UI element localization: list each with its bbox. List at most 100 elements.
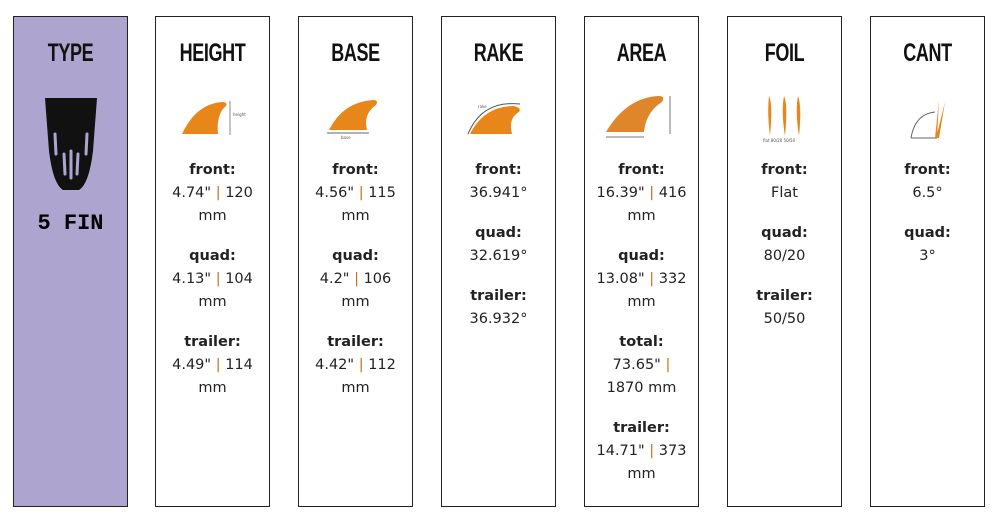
- foil-title: FOIL: [764, 39, 805, 67]
- entry-label: front:: [618, 162, 665, 178]
- svg-text:rake: rake: [478, 104, 487, 109]
- entry-imperial: 73.65": [612, 357, 661, 373]
- fin-height-diagram-icon: height: [156, 87, 269, 149]
- entry-imperial: 14.71": [596, 443, 645, 459]
- svg-text:base: base: [341, 135, 351, 140]
- separator: |: [649, 443, 655, 459]
- separator: |: [649, 271, 655, 287]
- separator: |: [358, 185, 364, 201]
- svg-text:flat 80/20 50/50: flat 80/20 50/50: [763, 138, 796, 143]
- type-title: TYPE: [47, 39, 94, 67]
- area-title: AREA: [616, 39, 667, 67]
- separator: |: [354, 271, 359, 287]
- foil-entry: trailer: 50/50: [737, 285, 832, 331]
- entry-label: quad:: [618, 248, 665, 264]
- separator: |: [215, 357, 221, 373]
- entry-value: 6.5°: [912, 185, 943, 201]
- entry-imperial: 4.74": [172, 185, 212, 201]
- entry-metric: 115 mm: [341, 185, 396, 224]
- area-entry: quad: 13.08" | 332 mm: [594, 245, 689, 314]
- entry-imperial: 4.56": [315, 185, 355, 201]
- entry-label: front:: [761, 162, 808, 178]
- entry-label: quad:: [332, 248, 379, 264]
- separator: |: [649, 185, 655, 201]
- height-entry: quad: 4.13" | 104 mm: [165, 245, 260, 314]
- entry-label: trailer:: [756, 288, 813, 304]
- cant-title: CANT: [903, 39, 952, 67]
- separator: |: [215, 271, 221, 287]
- base-entry: front: 4.56" | 115 mm: [308, 159, 403, 228]
- entry-metric: 373 mm: [627, 443, 687, 482]
- entry-label: trailer:: [327, 334, 384, 350]
- fin-setup-label: 5 FIN: [37, 211, 104, 236]
- base-title: BASE: [331, 39, 380, 67]
- entry-label: quad:: [761, 225, 808, 241]
- entry-label: trailer:: [184, 334, 241, 350]
- rake-entry: quad: 32.619°: [451, 222, 546, 268]
- area-entry: trailer: 14.71" | 373 mm: [594, 417, 689, 486]
- entry-value: Flat: [771, 185, 798, 201]
- entry-value: 32.619°: [469, 248, 528, 264]
- entry-value: 3°: [919, 248, 936, 264]
- foil-entry: front: Flat: [737, 159, 832, 205]
- area-entry: total: 73.65" | 1870 mm: [594, 331, 689, 400]
- rake-column: RAKE rake front: 36.941° quad: 32.619° trailer…: [441, 16, 556, 507]
- entry-label: total:: [619, 334, 664, 350]
- entry-label: quad:: [904, 225, 951, 241]
- entry-imperial: 16.39": [596, 185, 645, 201]
- height-column: HEIGHT height front: 4.74" | 120 mm quad: 4.1…: [155, 16, 270, 507]
- entry-metric: 104 mm: [198, 271, 253, 310]
- entry-label: front:: [189, 162, 236, 178]
- area-entry: front: 16.39" | 416 mm: [594, 159, 689, 228]
- cant-entry: front: 6.5°: [880, 159, 975, 205]
- entry-label: quad:: [475, 225, 522, 241]
- fin-rake-diagram-icon: rake: [442, 87, 555, 149]
- entry-label: front:: [332, 162, 379, 178]
- entry-imperial: 4.2": [319, 271, 350, 287]
- cant-entry: quad: 3°: [880, 222, 975, 268]
- base-entry: trailer: 4.42" | 112 mm: [308, 331, 403, 400]
- separator: |: [215, 185, 221, 201]
- entry-imperial: 4.13": [172, 271, 212, 287]
- foil-column: FOIL flat 80/20 50/50 front: Flat quad: 80/20…: [727, 16, 842, 507]
- cant-column: CANT front: 6.5° quad: 3°: [870, 16, 985, 507]
- entry-imperial: 13.08": [596, 271, 645, 287]
- base-entry: quad: 4.2" | 106 mm: [308, 245, 403, 314]
- entry-value: 50/50: [763, 311, 806, 327]
- base-column: BASE base front: 4.56" | 115 mm quad: 4.2" | …: [298, 16, 413, 507]
- entry-metric: 120 mm: [198, 185, 253, 224]
- entry-metric: 112 mm: [341, 357, 396, 396]
- height-entry: trailer: 4.49" | 114 mm: [165, 331, 260, 400]
- entry-label: trailer:: [470, 288, 527, 304]
- rake-entry: front: 36.941°: [451, 159, 546, 205]
- separator: |: [665, 357, 671, 373]
- entry-label: front:: [475, 162, 522, 178]
- entry-imperial: 4.42": [315, 357, 355, 373]
- entry-value: 36.941°: [469, 185, 528, 201]
- rake-title: RAKE: [473, 39, 524, 67]
- fin-foil-diagram-icon: flat 80/20 50/50: [728, 87, 841, 149]
- foil-entry: quad: 80/20: [737, 222, 832, 268]
- entry-label: quad:: [189, 248, 236, 264]
- fin-base-diagram-icon: base: [299, 87, 412, 149]
- entry-label: trailer:: [613, 420, 670, 436]
- separator: |: [358, 357, 364, 373]
- fin-cant-diagram-icon: [871, 87, 984, 149]
- fin-area-diagram-icon: [585, 87, 698, 149]
- height-entry: front: 4.74" | 120 mm: [165, 159, 260, 228]
- entry-metric: 332 mm: [627, 271, 687, 310]
- rake-entry: trailer: 36.932°: [451, 285, 546, 331]
- type-column: TYPE 5 FIN: [13, 16, 128, 507]
- entry-value: 80/20: [763, 248, 806, 264]
- entry-metric: 114 mm: [198, 357, 253, 396]
- area-column: AREA front: 16.39" | 416 mm quad: 13.08" | 3…: [584, 16, 699, 507]
- entry-value: 36.932°: [469, 311, 528, 327]
- entry-metric: 1870 mm: [606, 380, 677, 396]
- surfboard-tail-5-fin-icon: [14, 89, 127, 199]
- entry-metric: 106 mm: [341, 271, 392, 310]
- height-title: HEIGHT: [179, 39, 246, 67]
- entry-imperial: 4.49": [172, 357, 212, 373]
- entry-metric: 416 mm: [627, 185, 687, 224]
- svg-text:height: height: [233, 112, 246, 117]
- entry-label: front:: [904, 162, 951, 178]
